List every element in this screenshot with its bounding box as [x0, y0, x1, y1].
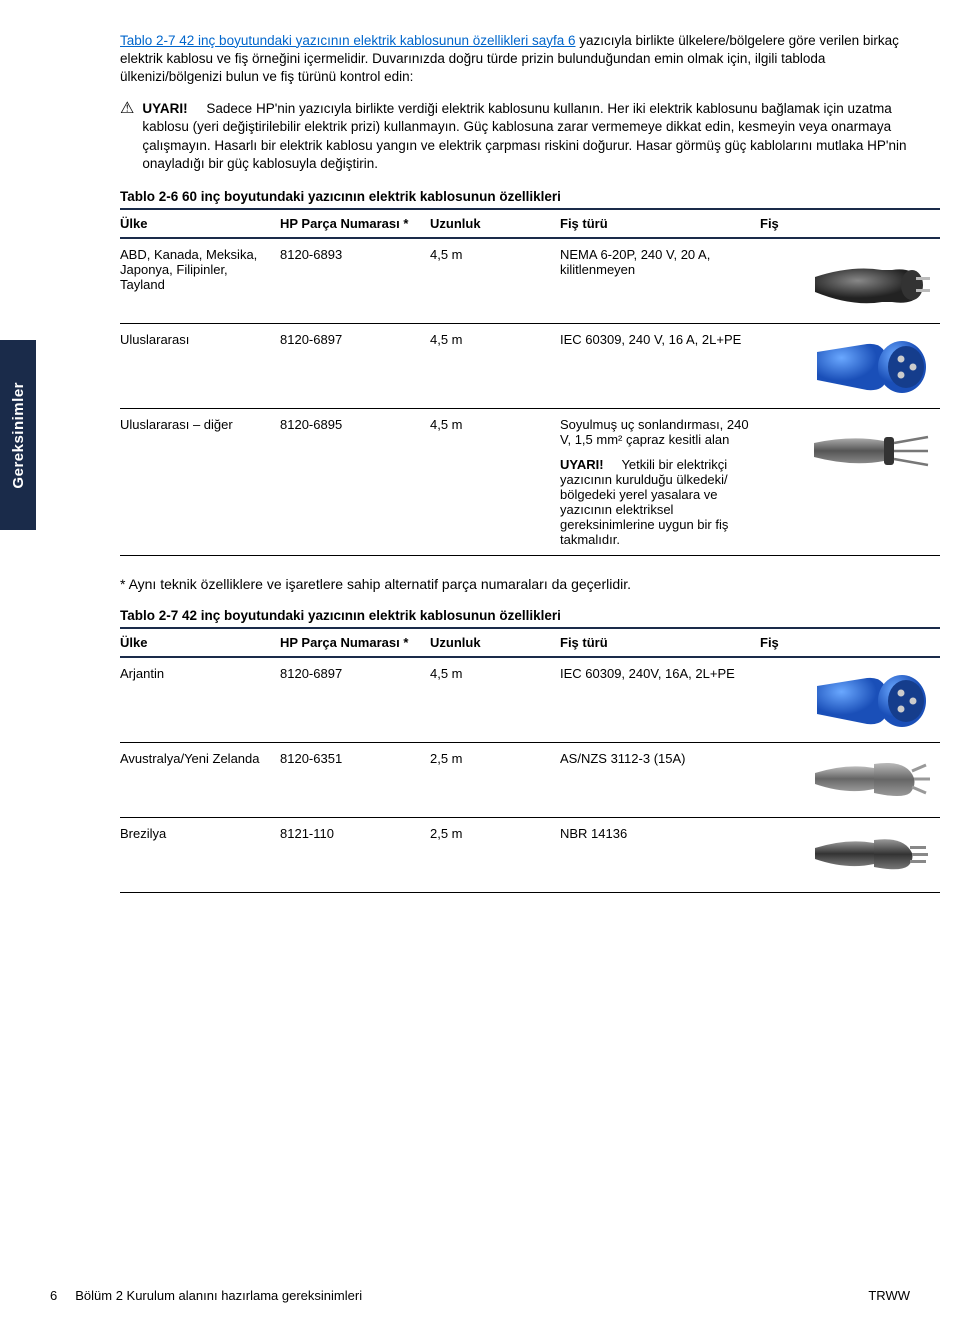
cell-plug	[760, 818, 940, 893]
th-ulke: Ülke	[120, 628, 280, 657]
subwarn-block: UYARI! Yetkili bir elektrikçi yazıcının …	[560, 457, 752, 547]
cell-fisturu: Soyulmuş uç sonlandırması, 240 V, 1,5 mm…	[560, 409, 760, 556]
cell-ulke: Avustralya/Yeni Zelanda	[120, 743, 280, 818]
table60-header-row: Ülke HP Parça Numarası * Uzunluk Fiş tür…	[120, 209, 940, 238]
warning-block: ⚠ UYARI! Sadece HP'nin yazıcıyla birlikt…	[120, 100, 910, 173]
plug-iec-icon	[812, 666, 932, 731]
sidebar-label: Gereksinimler	[10, 382, 27, 489]
cell-plug	[760, 324, 940, 409]
cell-fisturu: IEC 60309, 240 V, 16 A, 2L+PE	[560, 324, 760, 409]
cell-parca: 8120-6897	[280, 657, 430, 743]
page-footer: 6 Bölüm 2 Kurulum alanını hazırlama gere…	[50, 1288, 910, 1303]
cell-parca: 8121-110	[280, 818, 430, 893]
cell-uzunluk: 4,5 m	[430, 324, 560, 409]
cell-ulke: Arjantin	[120, 657, 280, 743]
plug-aus-icon	[812, 751, 932, 806]
cell-ulke: Uluslararası	[120, 324, 280, 409]
page-content: Tablo 2-7 42 inç boyutundaki yazıcının e…	[0, 0, 960, 893]
cell-fisturu: NBR 14136	[560, 818, 760, 893]
cell-uzunluk: 4,5 m	[430, 238, 560, 324]
cell-plug	[760, 409, 940, 556]
warning-icon: ⚠	[120, 101, 134, 117]
plug-brazil-icon	[812, 826, 932, 881]
plug-nema-icon	[812, 247, 932, 312]
cell-plug	[760, 238, 940, 324]
cell-parca: 8120-6895	[280, 409, 430, 556]
cell-parca: 8120-6351	[280, 743, 430, 818]
th-uzunluk: Uzunluk	[430, 628, 560, 657]
th-fis: Fiş	[760, 628, 940, 657]
cell-plug	[760, 743, 940, 818]
cell-ulke: ABD, Kanada, Meksika, Japonya, Filipinle…	[120, 238, 280, 324]
plug-stripped-icon	[812, 417, 932, 482]
th-ulke: Ülke	[120, 209, 280, 238]
cell-fisturu: IEC 60309, 240V, 16A, 2L+PE	[560, 657, 760, 743]
plug-iec-icon	[812, 332, 932, 397]
th-fisturu: Fiş türü	[560, 209, 760, 238]
cell-uzunluk: 4,5 m	[430, 657, 560, 743]
table-row: Brezilya 8121-110 2,5 m NBR 14136	[120, 818, 940, 893]
cell-fisturu-text: Soyulmuş uç sonlandırması, 240 V, 1,5 mm…	[560, 417, 749, 447]
cell-plug	[760, 657, 940, 743]
footer-right: TRWW	[868, 1288, 910, 1303]
table-row: Uluslararası – diğer 8120-6895 4,5 m Soy…	[120, 409, 940, 556]
footer-page-number: 6	[50, 1288, 57, 1303]
table-row: Arjantin 8120-6897 4,5 m IEC 60309, 240V…	[120, 657, 940, 743]
cell-uzunluk: 4,5 m	[430, 409, 560, 556]
footnote: * Aynı teknik özelliklere ve işaretlere …	[120, 576, 910, 592]
table-row: Avustralya/Yeni Zelanda 8120-6351 2,5 m …	[120, 743, 940, 818]
cell-ulke: Uluslararası – diğer	[120, 409, 280, 556]
table60: Ülke HP Parça Numarası * Uzunluk Fiş tür…	[120, 208, 940, 556]
table42-header-row: Ülke HP Parça Numarası * Uzunluk Fiş tür…	[120, 628, 940, 657]
cell-fisturu: AS/NZS 3112-3 (15A)	[560, 743, 760, 818]
cell-uzunluk: 2,5 m	[430, 818, 560, 893]
table-row: Uluslararası 8120-6897 4,5 m IEC 60309, …	[120, 324, 940, 409]
footer-chapter: Bölüm 2 Kurulum alanını hazırlama gereks…	[75, 1288, 362, 1303]
th-fisturu: Fiş türü	[560, 628, 760, 657]
cell-parca: 8120-6893	[280, 238, 430, 324]
warning-body: UYARI! Sadece HP'nin yazıcıyla birlikte …	[142, 100, 910, 173]
th-parca: HP Parça Numarası *	[280, 628, 430, 657]
subwarn-label: UYARI!	[560, 457, 604, 472]
table-row: ABD, Kanada, Meksika, Japonya, Filipinle…	[120, 238, 940, 324]
warning-label: UYARI!	[142, 101, 187, 116]
warning-text: Sadece HP'nin yazıcıyla birlikte verdiği…	[142, 101, 906, 171]
cell-parca: 8120-6897	[280, 324, 430, 409]
th-parca: HP Parça Numarası *	[280, 209, 430, 238]
intro-paragraph: Tablo 2-7 42 inç boyutundaki yazıcının e…	[120, 32, 900, 87]
table60-caption: Tablo 2-6 60 inç boyutundaki yazıcının e…	[120, 189, 910, 204]
table42-caption: Tablo 2-7 42 inç boyutundaki yazıcının e…	[120, 608, 910, 623]
th-fis: Fiş	[760, 209, 940, 238]
cell-fisturu: NEMA 6-20P, 240 V, 20 A, kilitlenmeyen	[560, 238, 760, 324]
cell-ulke: Brezilya	[120, 818, 280, 893]
intro-link[interactable]: Tablo 2-7 42 inç boyutundaki yazıcının e…	[120, 33, 576, 48]
cell-uzunluk: 2,5 m	[430, 743, 560, 818]
table42: Ülke HP Parça Numarası * Uzunluk Fiş tür…	[120, 627, 940, 893]
th-uzunluk: Uzunluk	[430, 209, 560, 238]
sidebar-tab: Gereksinimler	[0, 340, 36, 530]
footer-left: 6 Bölüm 2 Kurulum alanını hazırlama gere…	[50, 1288, 362, 1303]
